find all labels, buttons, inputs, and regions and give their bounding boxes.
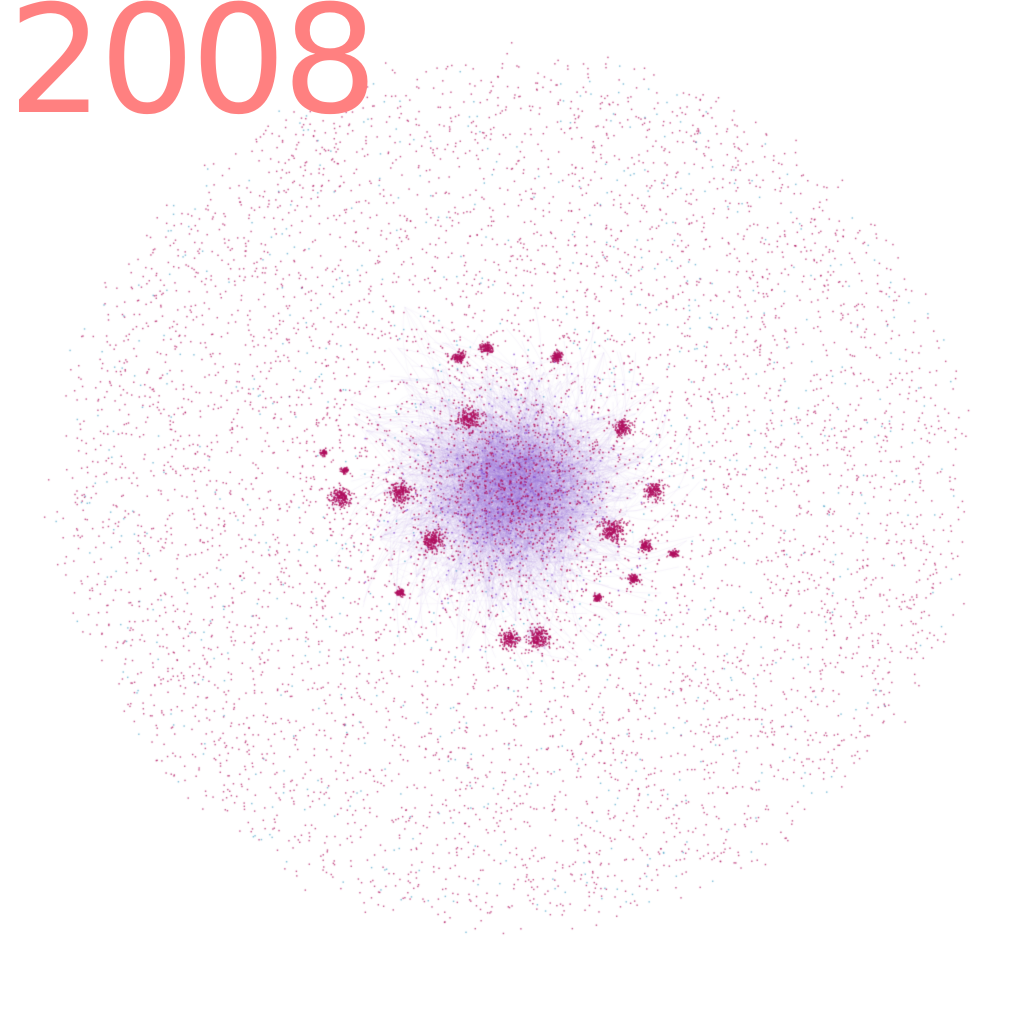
year-label: 2008 xyxy=(8,0,378,148)
